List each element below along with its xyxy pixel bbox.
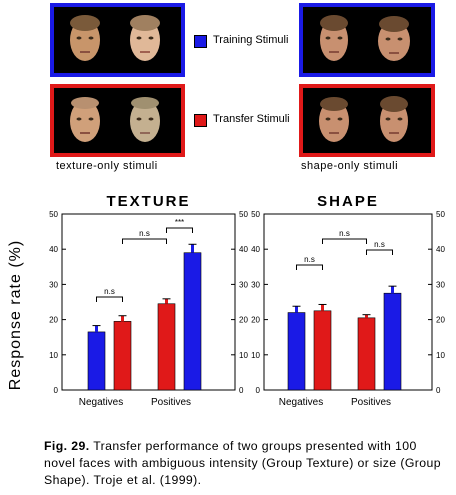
significance-bracket [122,238,167,244]
significance-bracket [296,264,323,270]
y-tick-label-left: 0 [54,386,59,395]
x-tick-label: Positives [151,397,191,408]
significance-bracket [166,227,193,233]
y-tick-label-right: 20 [436,316,445,325]
bar-transfer [357,317,376,391]
x-tick-label: Positives [351,397,391,408]
x-tick-label: Negatives [279,397,323,408]
significance-label: *** [175,218,184,227]
error-bar [365,314,368,318]
y-tick-label-right: 40 [436,245,445,254]
face-image [130,15,160,61]
face-image [130,97,160,142]
y-tick-label-left: 40 [49,245,58,254]
transfer-legend-swatch [194,114,207,127]
bar-transfer [157,303,176,391]
face-image [319,97,349,142]
y-tick-label-left: 10 [251,351,260,360]
y-tick-label-right: 50 [436,210,445,219]
significance-label: n.s [104,287,115,296]
y-tick-label-right: 40 [239,245,248,254]
training-legend-swatch [194,35,207,48]
y-tick-label-left: 40 [251,245,260,254]
texture-chart: TEXTURE 0 0 10 10 20 20 30 30 40 40 50 50 Negatives Po… [49,193,248,408]
y-tick-label-right: 10 [436,351,445,360]
figure-label: Fig. 29. [44,439,90,453]
y-tick-label-left: 30 [251,280,260,289]
y-tick-label-left: 20 [251,316,260,325]
bar-training [183,252,202,391]
chart-title: SHAPE [317,193,379,210]
face-image [70,97,100,142]
bar-transfer [113,321,132,391]
y-tick-label-left: 50 [49,210,58,219]
significance-label: n.s [374,240,385,249]
y-tick-label-left: 0 [256,386,261,395]
figure-caption: Fig. 29. Transfer performance of two gro… [44,438,448,489]
error-bar [391,286,394,294]
shape-training-stimuli-panel [299,3,435,77]
significance-bracket [322,238,367,244]
texture-transfer-stimuli-panel [50,84,185,157]
error-bar [121,315,124,322]
y-tick-label-right: 0 [436,386,441,395]
face-image [70,15,100,61]
error-bar [295,306,298,313]
y-tick-label-right: 30 [239,280,248,289]
error-bar [321,304,324,311]
figure-caption-text: Transfer performance of two groups prese… [44,439,442,487]
bar-training [383,292,402,391]
y-tick-label-left: 20 [49,316,58,325]
error-bar [165,298,168,304]
transfer-legend-label: Transfer Stimuli [213,113,290,125]
y-tick-label-right: 10 [239,351,248,360]
y-tick-label-right: 0 [239,386,244,395]
chart-title: TEXTURE [106,193,190,210]
texture-training-stimuli-panel [50,3,185,77]
face-image [320,15,348,61]
bar-transfer [313,310,332,391]
y-tick-label-left: 50 [251,210,260,219]
bar-training [287,312,306,391]
shape-stimuli-caption: shape-only stimuli [301,160,399,172]
significance-bracket [366,249,393,255]
error-bar [95,325,98,332]
training-legend-label: Training Stimuli [213,34,289,46]
texture-stimuli-caption: texture-only stimuli [56,160,158,172]
face-image [380,96,408,142]
face-image [378,16,410,61]
significance-label: n.s [139,229,150,238]
significance-label: n.s [339,229,350,238]
bar-training [87,331,106,391]
y-tick-label-right: 30 [436,280,445,289]
y-tick-label-left: 30 [49,280,58,289]
y-tick-label-right: 50 [239,210,248,219]
y-tick-label-left: 10 [49,351,58,360]
shape-chart: SHAPE 0 0 10 10 20 20 30 30 40 40 50 50 Negatives Posi… [251,193,445,408]
y-tick-label-right: 20 [239,316,248,325]
shape-transfer-stimuli-panel [299,84,435,157]
y-axis-label: Response rate (%) [7,240,24,390]
error-bar [191,244,194,253]
significance-label: n.s [304,255,315,264]
plot-frame [61,213,236,391]
plot-frame [263,213,433,391]
x-tick-label: Negatives [79,397,123,408]
significance-bracket [96,296,123,302]
